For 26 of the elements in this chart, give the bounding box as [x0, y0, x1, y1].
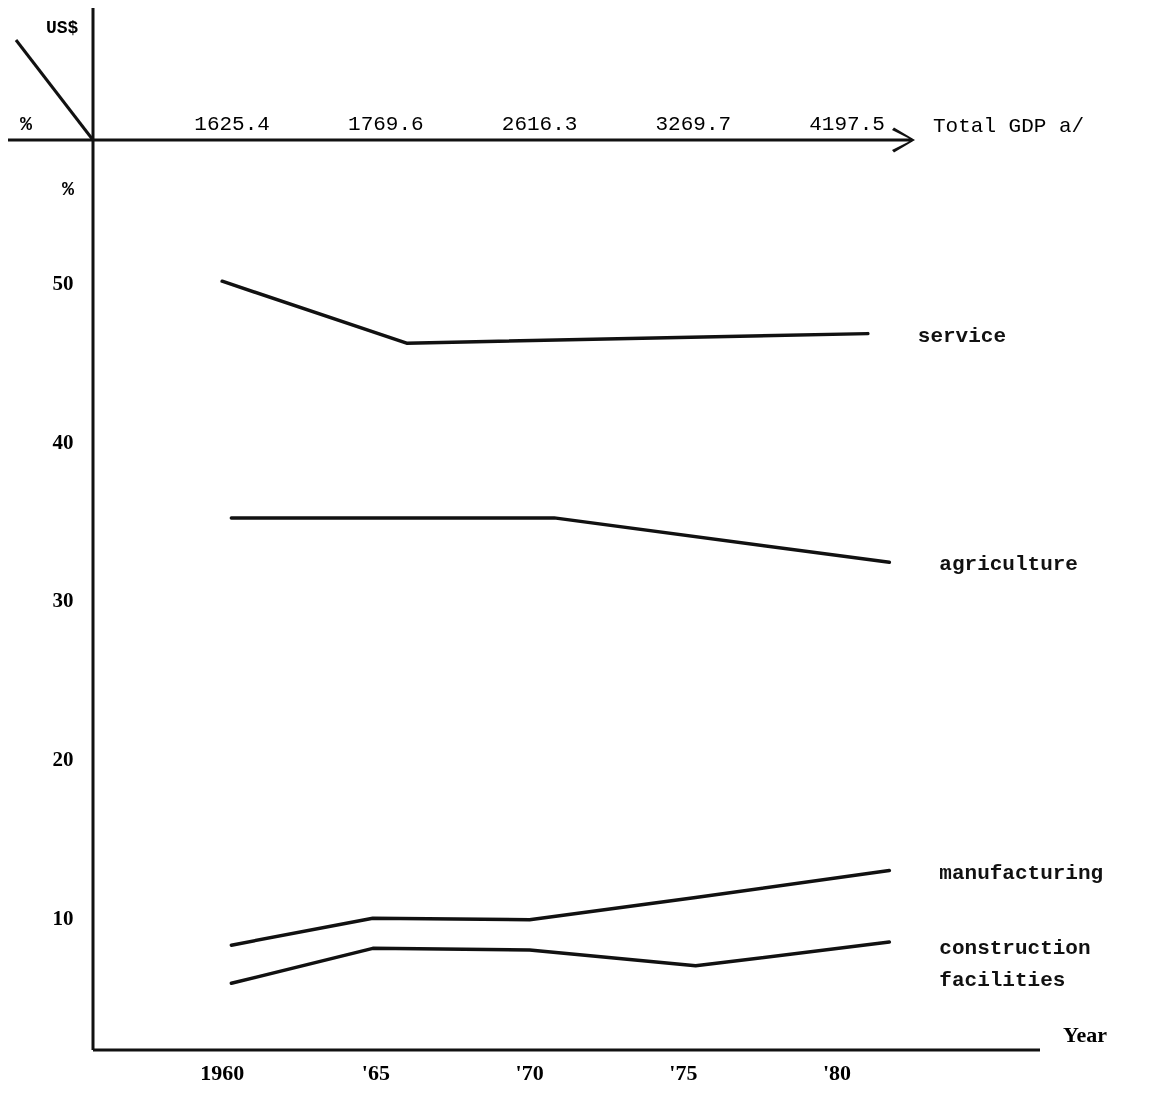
annotation: 4197.5 — [809, 113, 885, 136]
x-tick-label: 1960 — [200, 1060, 245, 1085]
annotation: 2616.3 — [501, 113, 578, 136]
y-tick-label: 10 — [52, 906, 74, 931]
text: agriculture — [939, 553, 1078, 577]
y-axis-title: % — [61, 178, 75, 201]
line-series — [229, 868, 892, 947]
x-tick-label: '75 — [669, 1060, 698, 1085]
y-tick-label: 50 — [52, 270, 74, 295]
x2-axis-title: Total GDP a/ — [933, 115, 1085, 138]
text: construction facilities — [939, 936, 1091, 992]
x-axis-title: Year — [1063, 1022, 1108, 1047]
y-tick-label: 30 — [52, 588, 74, 613]
x-tick-label: '65 — [361, 1060, 390, 1085]
annotation: 3269.7 — [655, 113, 732, 136]
text: % — [20, 113, 33, 136]
x-tick-label: '80 — [823, 1060, 852, 1085]
line-series — [229, 940, 892, 986]
annotation: 1769.6 — [348, 113, 424, 136]
y-tick-label: 40 — [52, 429, 74, 454]
text: service — [917, 324, 1007, 348]
y-tick-label: 20 — [52, 747, 74, 772]
text: manufacturing — [939, 861, 1104, 885]
annotation: 1625.4 — [194, 113, 270, 136]
x-tick-label: '70 — [515, 1060, 544, 1085]
text: US$ — [46, 18, 79, 38]
